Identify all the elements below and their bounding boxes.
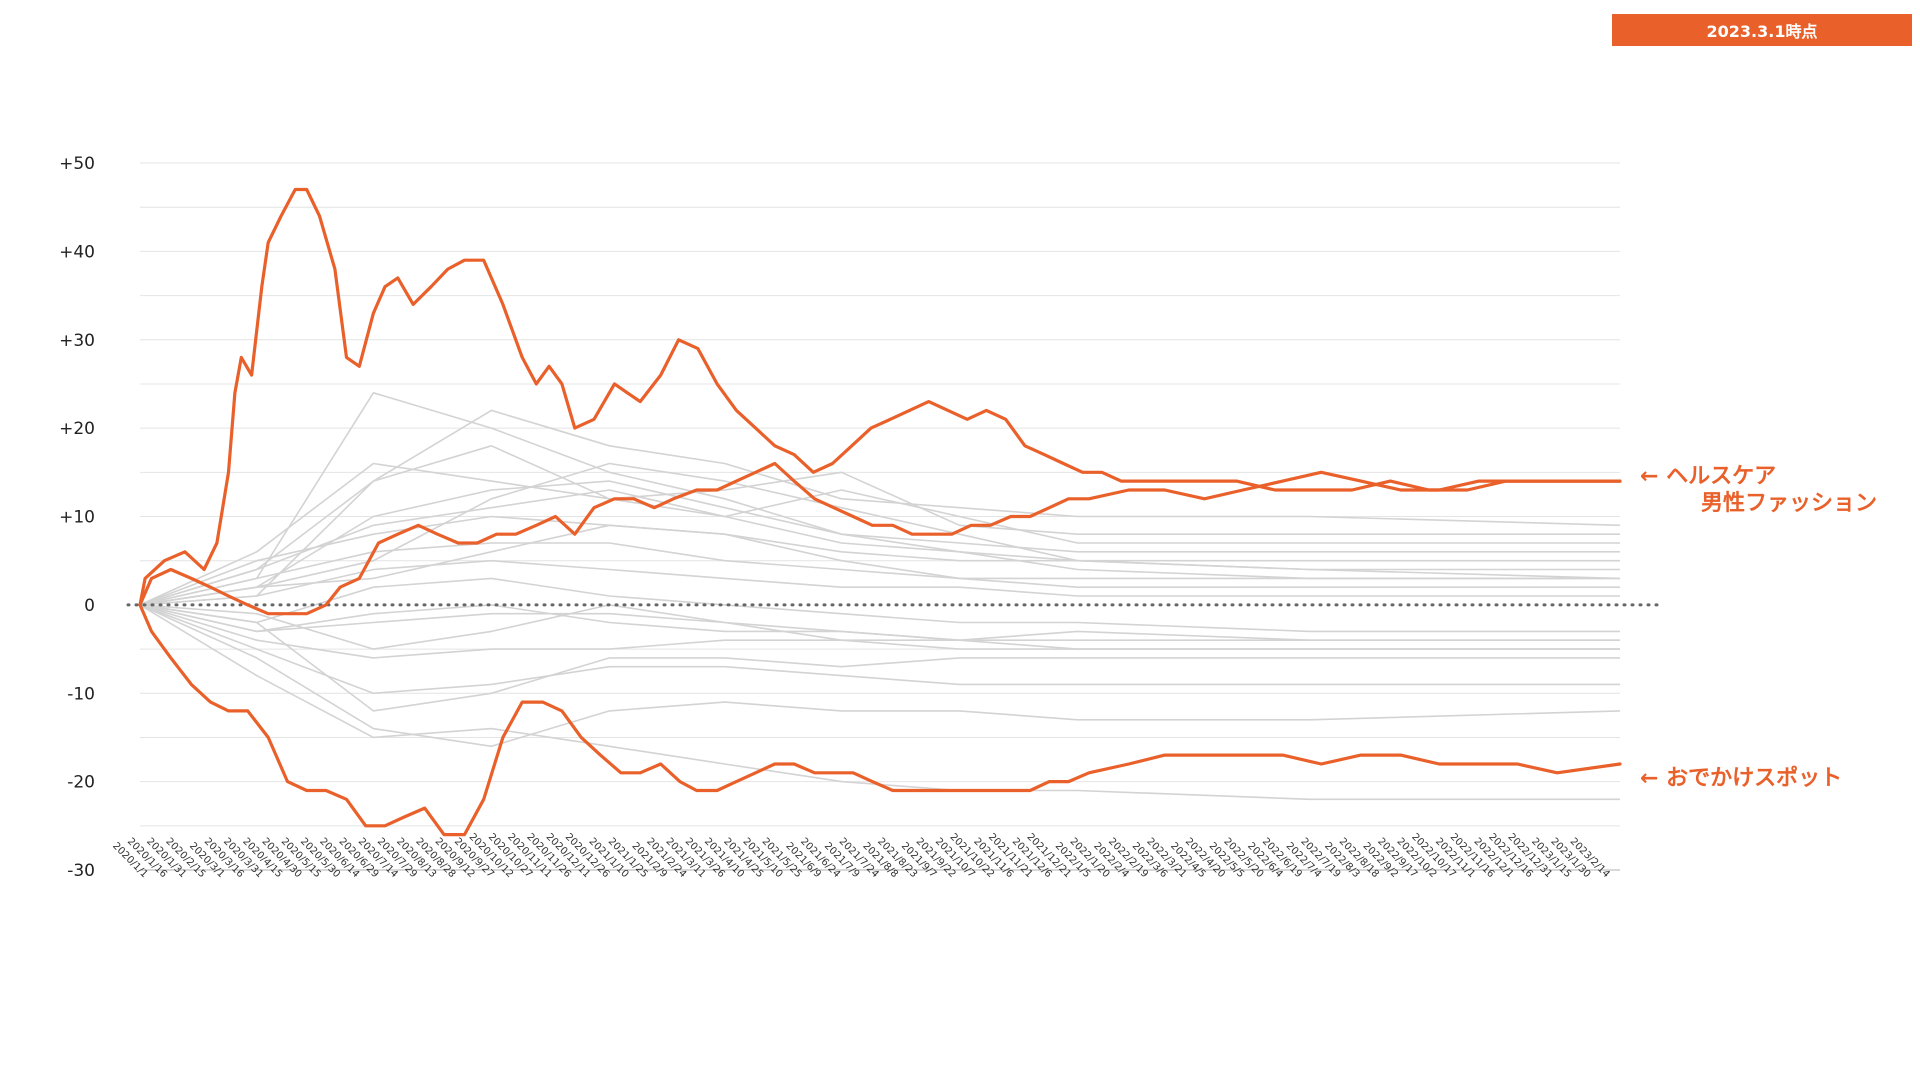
y-tick-label: -30	[67, 861, 95, 881]
y-axis-ticks: +50 +40 +30 +20 +10 0 -10 -20 -30	[59, 154, 95, 881]
highlight-series	[138, 187, 1622, 837]
background-series-line	[139, 577, 1620, 633]
y-tick-label: -20	[67, 773, 95, 793]
y-tick-label: -10	[67, 684, 95, 704]
background-series-line	[139, 604, 1620, 695]
background-series-line	[139, 542, 1620, 606]
background-series-line	[139, 604, 1620, 712]
y-tick-label: +50	[59, 154, 95, 174]
date-badge: 2023.3.1時点	[1612, 14, 1912, 46]
y-tick-label: +30	[59, 331, 95, 351]
background-series-line	[139, 524, 1620, 606]
background-series-line	[139, 444, 1620, 606]
y-tick-label: +20	[59, 419, 95, 439]
background-series-line	[139, 559, 1620, 606]
y-tick-label: +40	[59, 242, 95, 262]
highlight-series-line	[138, 603, 1622, 837]
background-series-line	[139, 391, 1620, 606]
label-healthcare: ← ヘルスケア	[1640, 464, 1776, 489]
label-mens-fashion: 男性ファッション	[1701, 491, 1877, 516]
x-axis-ticks: 2020/1/12020/1/162020/1/312020/2/152020/…	[110, 832, 1612, 881]
background-series-line	[139, 604, 1621, 748]
y-tick-label: +10	[59, 508, 95, 528]
background-series-line	[139, 604, 1620, 801]
label-outing-spots: ← おでかけスポット	[1640, 765, 1842, 791]
background-series-line	[139, 462, 1621, 606]
background-series-line	[139, 604, 1620, 650]
highlight-series-line	[138, 461, 1622, 616]
background-series-line	[139, 604, 1620, 642]
background-series-line	[139, 409, 1621, 606]
y-tick-label: 0	[84, 596, 95, 616]
background-series-line	[139, 462, 1620, 606]
background-series	[139, 391, 1621, 801]
highlight-series-line	[138, 187, 1622, 607]
